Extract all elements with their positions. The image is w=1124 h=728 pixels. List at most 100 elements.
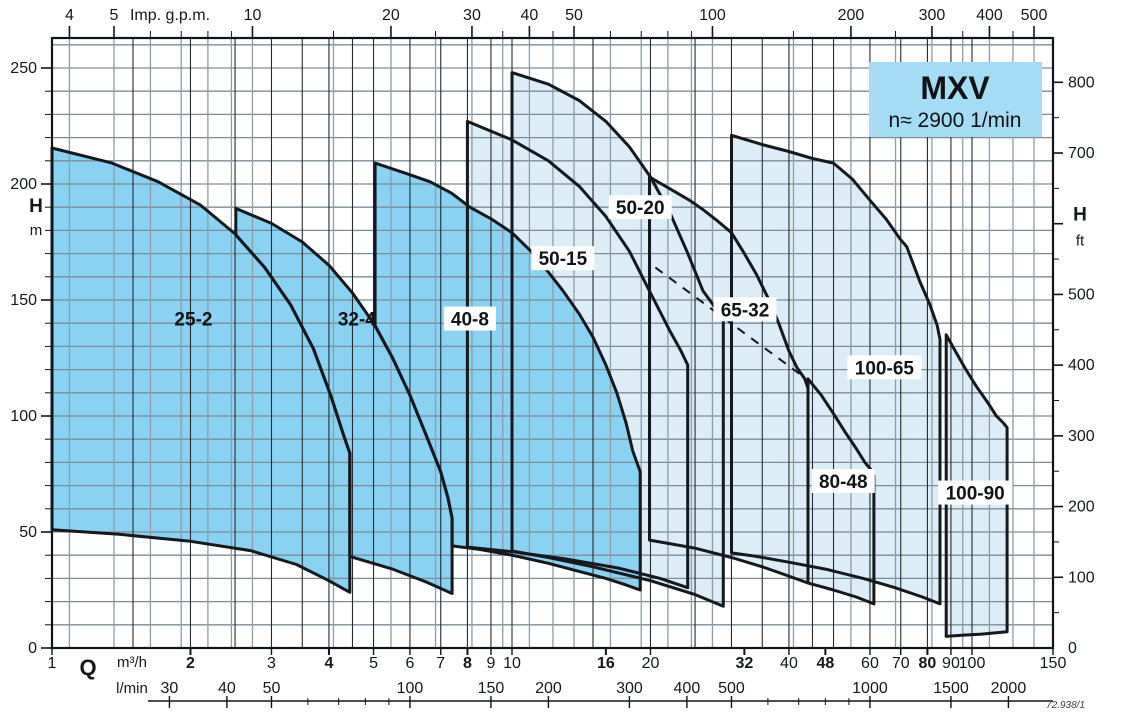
envelope-outline-50-15 (465, 119, 690, 590)
q-axis-label: Q (79, 655, 96, 680)
envelope-label-40-8: 40-8 (451, 310, 489, 331)
m3h-tick-label: 8 (463, 655, 472, 672)
m3h-tick-label: 32 (735, 655, 753, 672)
top-tick-label: 20 (382, 7, 400, 24)
left-tick-label: 100 (10, 408, 37, 425)
lmin-tick-label: 50 (263, 680, 281, 697)
top-tick-label: 300 (919, 7, 946, 24)
top-tick-label: 100 (699, 7, 726, 24)
drawing-number: 72.938/1 (1046, 700, 1085, 711)
envelope-label-50-15: 50-15 (539, 249, 588, 270)
lmin-tick-label: 500 (718, 680, 745, 697)
label-box-50-15 (531, 246, 595, 271)
m3h-tick-label: 150 (1040, 655, 1067, 672)
envelope-label-80-48: 80-48 (819, 472, 868, 493)
left-tick-label: 50 (19, 524, 37, 541)
m3h-unit-label: m³/h (117, 654, 147, 671)
lmin-tick-label: 150 (478, 680, 505, 697)
legend: MXV n≈ 2900 1/min (869, 62, 1042, 137)
left-tick-label: 0 (28, 640, 37, 657)
top-tick-label: 40 (521, 7, 539, 24)
m3h-tick-label: 10 (503, 655, 521, 672)
m3h-tick-label: 70 (892, 655, 910, 672)
envelope-outline-100-90 (944, 333, 1009, 638)
right-tick-label: 200 (1068, 499, 1095, 516)
top-axis-unit: Imp. g.p.m. (130, 7, 210, 24)
left-tick-label: 200 (10, 176, 37, 193)
dashed-limit-line (654, 266, 806, 379)
right-tick-label: 500 (1068, 286, 1095, 303)
envelope-outlines (50, 71, 1009, 638)
m3h-tick-label: 4 (324, 655, 333, 672)
m3h-tick-label: 3 (267, 655, 276, 672)
envelope-label-25-2: 25-2 (174, 310, 212, 331)
left-tick-label: 150 (10, 292, 37, 309)
legend-model: MXV (920, 70, 990, 106)
envelope-label-50-20: 50-20 (616, 198, 665, 219)
lmin-tick-label: 200 (535, 680, 562, 697)
envelope-outline-50-20 (510, 71, 725, 608)
top-tick-label: 50 (565, 7, 583, 24)
grid (52, 38, 1054, 648)
lmin-tick-label: 100 (397, 680, 424, 697)
envelope-outline-100-65 (730, 133, 942, 606)
legend-box (869, 62, 1042, 137)
right-axis-label: H (1073, 205, 1087, 226)
lmin-tick-label: 30 (161, 680, 179, 697)
left-axis-unit: m (30, 222, 43, 239)
right-tick-label: 400 (1068, 357, 1095, 374)
left-tick-label: 250 (10, 60, 37, 77)
m3h-tick-label: 9 (486, 655, 495, 672)
label-box-40-8 (443, 306, 496, 331)
envelope-outline-65-32 (648, 175, 810, 585)
envelope-labels: 25-2 32-4 40-8 50-15 50-20 65-32 100-65 80-48 10… (174, 195, 1013, 505)
m3h-tick-label: 5 (369, 655, 378, 672)
envelope-label-32-4: 32-4 (338, 310, 376, 331)
envelope-fill-32-4 (235, 208, 453, 594)
left-axis-label: H (29, 196, 43, 217)
m3h-tick-label: 16 (597, 655, 615, 672)
top-tick-label: 4 (65, 7, 74, 24)
envelope-label-100-65: 100-65 (855, 358, 915, 379)
label-box-65-32 (713, 297, 777, 322)
right-tick-label: 300 (1068, 428, 1095, 445)
right-tick-label: 700 (1068, 145, 1095, 162)
top-tick-label: 10 (244, 7, 262, 24)
lmin-tick-label: 40 (218, 680, 236, 697)
label-box-50-20 (608, 195, 672, 220)
label-box-100-65 (847, 355, 922, 380)
m3h-tick-label: 7 (436, 655, 445, 672)
m3h-tick-label: 48 (816, 655, 834, 672)
envelope-label-65-32: 65-32 (721, 300, 770, 321)
lmin-tick-label: 2000 (991, 680, 1027, 697)
label-box-80-48 (811, 468, 875, 493)
lmin-tick-label: 1000 (852, 680, 888, 697)
top-tick-label: 5 (110, 7, 119, 24)
top-tick-label: 30 (463, 7, 481, 24)
axis-right-ft: 0 100 200 300 400 500 700 800 Hft (1053, 74, 1095, 657)
right-tick-label: 800 (1068, 74, 1095, 91)
envelope-outline-25-2 (50, 146, 352, 594)
m3h-tick-label: 100 (959, 655, 986, 672)
m3h-tick-label: 90 (942, 655, 960, 672)
m3h-tick-label: 60 (861, 655, 879, 672)
m3h-tick-label: 6 (405, 655, 414, 672)
m3h-tick-label: 1 (48, 655, 57, 672)
m3h-tick-label: 40 (780, 655, 798, 672)
lmin-tick-label: 300 (616, 680, 643, 697)
m3h-tick-label: 20 (642, 655, 660, 672)
right-tick-label: 100 (1068, 569, 1095, 586)
lmin-tick-label: 400 (674, 680, 701, 697)
axis-top-gpm: 4 5 10 20 30 40 50 100 200 300 400 500 Imp. g.p.m. (65, 7, 1047, 38)
envelope-label-100-90: 100-90 (946, 484, 1005, 505)
m3h-tick-label: 80 (919, 655, 937, 672)
label-box-100-90 (938, 480, 1013, 505)
lmin-unit-label: l/min (116, 680, 148, 697)
right-axis-unit: ft (1076, 233, 1085, 250)
top-tick-label: 400 (976, 7, 1003, 24)
top-tick-label: 200 (838, 7, 865, 24)
lmin-tick-label: 1500 (933, 680, 969, 697)
